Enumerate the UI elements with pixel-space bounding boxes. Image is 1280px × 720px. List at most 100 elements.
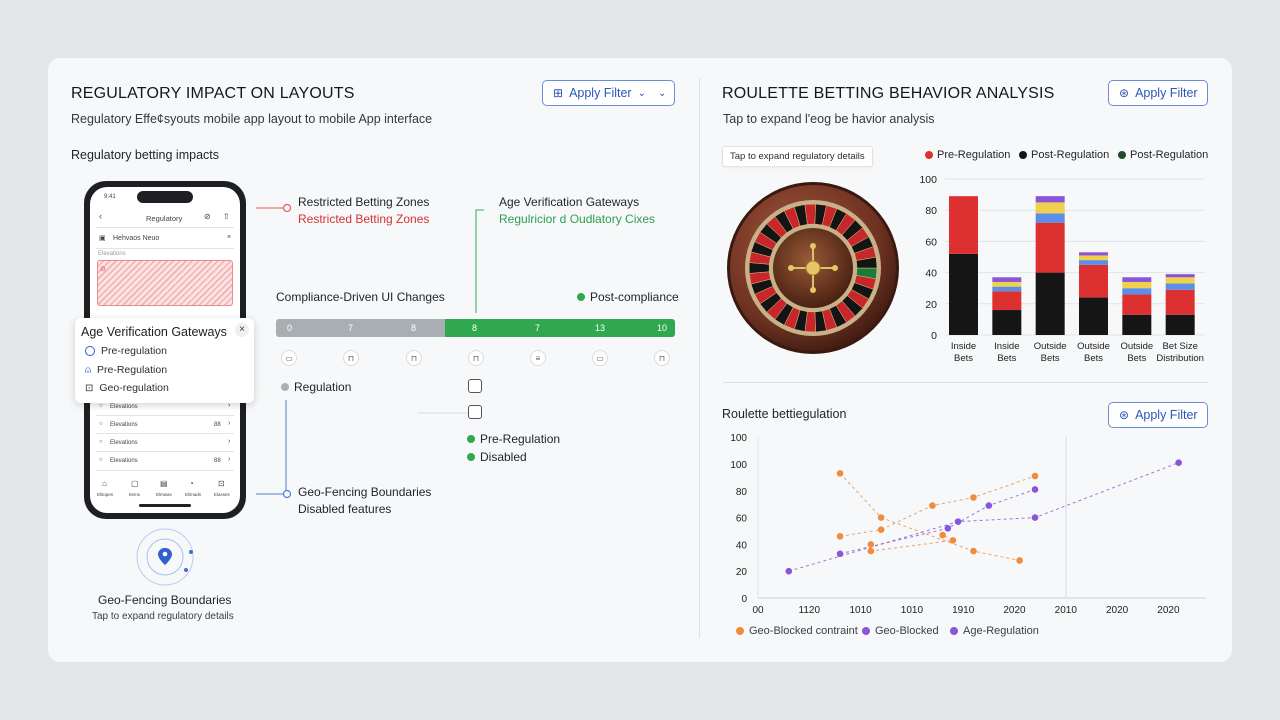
lock-icon[interactable]: ⊓ [343,350,359,366]
scatter-point [867,547,875,555]
age-verification-popup[interactable]: Age Verification Gateways × Pre-regulati… [75,318,254,403]
restricted-zones-sub: Restricted Betting Zones [298,212,430,226]
list-item[interactable]: Elevations [110,404,138,410]
back-arrow-icon[interactable]: ‹ [99,211,102,221]
scatter-point [985,502,993,509]
lock-icon[interactable]: ⊓ [406,350,422,366]
bar-segment [992,291,1022,311]
x-tick-label: 1910 [952,605,975,616]
lock-icon[interactable]: ⊡ [218,479,225,488]
bar-segment [992,277,1022,282]
wheel-pockets [748,203,878,333]
turret-knob [788,265,794,271]
bar-segment [992,281,1022,287]
series-line [788,462,1179,572]
legend-label: Post-Regulation [1130,149,1209,161]
checkbox[interactable] [468,405,482,419]
tab-label: Items [129,492,141,497]
x-tick-label: 00 [752,605,764,616]
chevron-down-icon: ⌄ [657,87,667,99]
x-tick-label: 1010 [901,605,924,616]
popup-item-label: Pre-Regulation [97,364,168,376]
row-icon: ○ [99,439,103,445]
geo-fence-badge [136,528,194,586]
scatter-point [867,541,875,548]
y-tick-label: 100 [919,174,937,186]
x-tick-label: Outside [1120,341,1153,352]
close-icon[interactable]: × [227,234,232,241]
calendar-icon[interactable]: ▭ [592,350,608,366]
legend-label: Age-Regulation [963,625,1039,637]
list-item[interactable]: Elevations [110,458,138,464]
scatter-point [1016,557,1023,564]
right-apply-filter-button[interactable]: ⊛ Apply Filter [1108,80,1208,106]
legend-dot [1118,151,1126,159]
circle-icon [85,346,95,356]
home-icon[interactable]: ⌂ [102,479,107,488]
popup-item[interactable]: Pre-regulation [85,345,167,357]
legend-label: Regulation [294,380,352,394]
divider [96,415,234,416]
timeline-tick: 0 [287,323,293,333]
y-tick-label: 20 [736,567,748,578]
geo-fencing-title: Geo-Fencing Boundaries [298,485,432,499]
bar-segment [1079,264,1108,298]
share-icon[interactable]: ⇧ [223,212,230,221]
legend-dot [467,453,475,461]
section-divider [723,382,1208,383]
bar-segment [949,196,978,254]
left-apply-filter-button[interactable]: ⊞ Apply Filter ⌄ ⌄ [542,80,675,106]
x-tick-label: Bets [1127,353,1146,364]
calendar-icon[interactable]: ▭ [281,350,297,366]
legend-label: Geo-Blocked [875,625,939,637]
chevron-right-icon: › [228,438,231,445]
close-icon[interactable]: × [235,323,249,337]
lock-icon[interactable]: ⊓ [468,350,484,366]
lock-icon[interactable]: ⊓ [654,350,670,366]
list-item[interactable]: Elevations [110,422,138,428]
restricted-zone-hatch [97,260,233,306]
user-icon: ⍝ [85,364,91,376]
filter-circle-icon: ⊛ [1119,86,1130,100]
connector-line [475,209,484,313]
scatter-point [929,502,936,509]
y-tick-label: 100 [730,460,747,471]
timeline-tick: 10 [657,323,668,333]
scatter-chart: 0 20 40 60 80 100 100 00 1120 1010 1010 1910 2020 201… [730,433,1206,616]
list-icon[interactable]: ▤ [160,479,168,488]
list-item[interactable]: Elevations [110,440,138,446]
legend-dot [281,383,289,391]
filter-circle-icon: ⊛ [1119,408,1130,422]
regulation-legend: Regulation [281,380,351,394]
divider [96,451,234,452]
scatter-section-title: Roulette bettiegulation [722,407,847,421]
bar-segment [1165,289,1195,315]
legend-pre-regulation: Pre-Regulation [467,432,560,446]
y-tick-label: 40 [925,268,937,280]
checkbox[interactable] [468,379,482,393]
popup-item[interactable]: ⍝ Pre-Regulation [85,364,167,376]
list-icon[interactable]: ≡ [530,350,546,366]
apply-filter-label: Apply Filter [569,86,632,100]
legend-dot [1019,151,1027,159]
y-tick-label: 0 [741,594,747,605]
alerts-icon[interactable]: ◔ [189,479,194,488]
geo-icon: ⊡ [85,382,94,394]
popup-item[interactable]: ⊡ Geo-regulation [85,382,169,394]
scatter-apply-filter-button[interactable]: ⊛ Apply Filter [1108,402,1208,428]
connector-dot [282,489,292,499]
legend-label: Pre-Regulation [480,432,561,446]
x-tick-label: Inside [951,341,976,352]
left-panel-subtitle: Regulatory Effe¢syouts mobile app layout… [71,112,433,126]
items-icon[interactable]: ▢ [131,479,139,488]
scatter-point [970,494,977,501]
help-icon[interactable]: ⊘ [204,212,211,221]
divider [96,248,234,249]
status-time: 9:41 [104,194,116,200]
bar-segment [949,253,978,335]
geo-fencing-sub: Disabled features [298,502,392,516]
timeline-title: Compliance-Driven UI Changes [276,290,445,304]
right-panel-subtitle: Tap to expand l'eog be havior analysis [723,112,935,126]
x-tick-label: Bets [954,353,973,364]
